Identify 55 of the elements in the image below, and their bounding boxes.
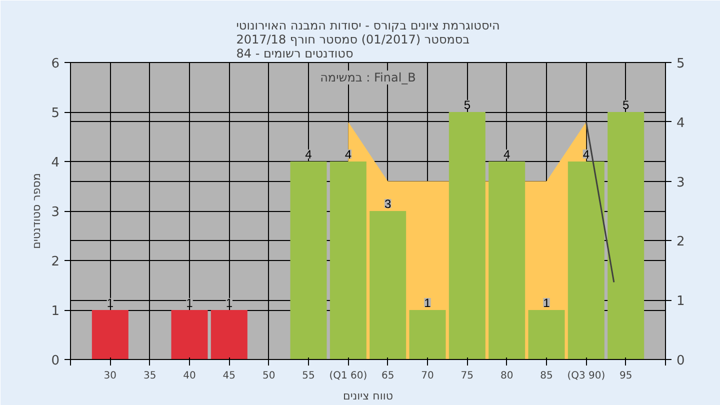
y2-tick-label: 5: [676, 56, 685, 72]
bar: [528, 310, 565, 360]
x-tick-label: 50: [262, 370, 276, 382]
y-tick-label: 4: [51, 156, 60, 170]
x-tick-label: 75: [460, 370, 474, 382]
chart-title: היסטוגרמת ציונים בקורס - יסודות המבנה האוירונוטי בסמסטר (01/2017) סמסטר חורף 2017/18 סטודנטים רשומים - 84: [236, 18, 500, 60]
x-axis-title: טווח ציונים: [343, 390, 393, 402]
x-tick-label: 80: [500, 370, 514, 382]
data-label: 1: [186, 296, 194, 310]
y-tick-label: 1: [51, 304, 60, 319]
bar: [290, 162, 327, 360]
data-label: 3: [384, 197, 392, 211]
data-label: 5: [622, 98, 630, 112]
y-tick-label: 2: [51, 254, 60, 270]
data-label: 4: [582, 148, 590, 162]
y2-tick-label: 3: [676, 175, 685, 190]
y-tick-label: 0: [51, 354, 60, 368]
x-tick-label: 30: [104, 370, 117, 382]
y2-tick-label: 1: [676, 294, 685, 310]
data-label: 4: [305, 148, 312, 162]
data-label: 1: [226, 296, 233, 310]
bar: [608, 112, 644, 360]
y-tick-label: 5: [51, 106, 60, 121]
y2-tick-label: 4: [676, 116, 685, 131]
data-label: 1: [543, 296, 550, 310]
bar: [488, 162, 526, 360]
y-axis-title: מספר סטודנטים: [30, 173, 44, 249]
x-tick-label: 65: [381, 370, 394, 382]
data-label: 1: [106, 296, 114, 310]
bar: [370, 211, 406, 360]
data-label: 5: [464, 98, 471, 112]
bar: [330, 162, 366, 360]
annotation: במשימה : Final_B: [320, 70, 416, 84]
y2-tick-label: 0: [676, 354, 685, 368]
x-tick-label: 40: [183, 370, 196, 382]
bar: [171, 310, 208, 360]
x-tick-label: 45: [222, 370, 236, 382]
x-tick-label: 70: [421, 370, 434, 382]
x-tick-label: 95: [619, 370, 632, 382]
data-label: 4: [503, 148, 510, 162]
x-tick-label: (Q1 60): [329, 370, 368, 382]
bar: [92, 310, 128, 360]
y-tick-label: 3: [51, 205, 60, 220]
data-label: 1: [424, 296, 432, 310]
x-tick-label: 55: [302, 370, 315, 382]
y2-tick-label: 2: [676, 234, 685, 250]
bar: [568, 162, 604, 360]
y-tick-label: 6: [51, 56, 60, 72]
x-tick-label: 35: [143, 370, 156, 382]
bar: [210, 310, 248, 360]
bar: [409, 310, 446, 360]
bar: [448, 112, 486, 360]
x-tick-label: (Q3 90): [567, 370, 606, 382]
x-tick-label: 85: [540, 370, 553, 382]
data-label: 4: [344, 148, 352, 162]
